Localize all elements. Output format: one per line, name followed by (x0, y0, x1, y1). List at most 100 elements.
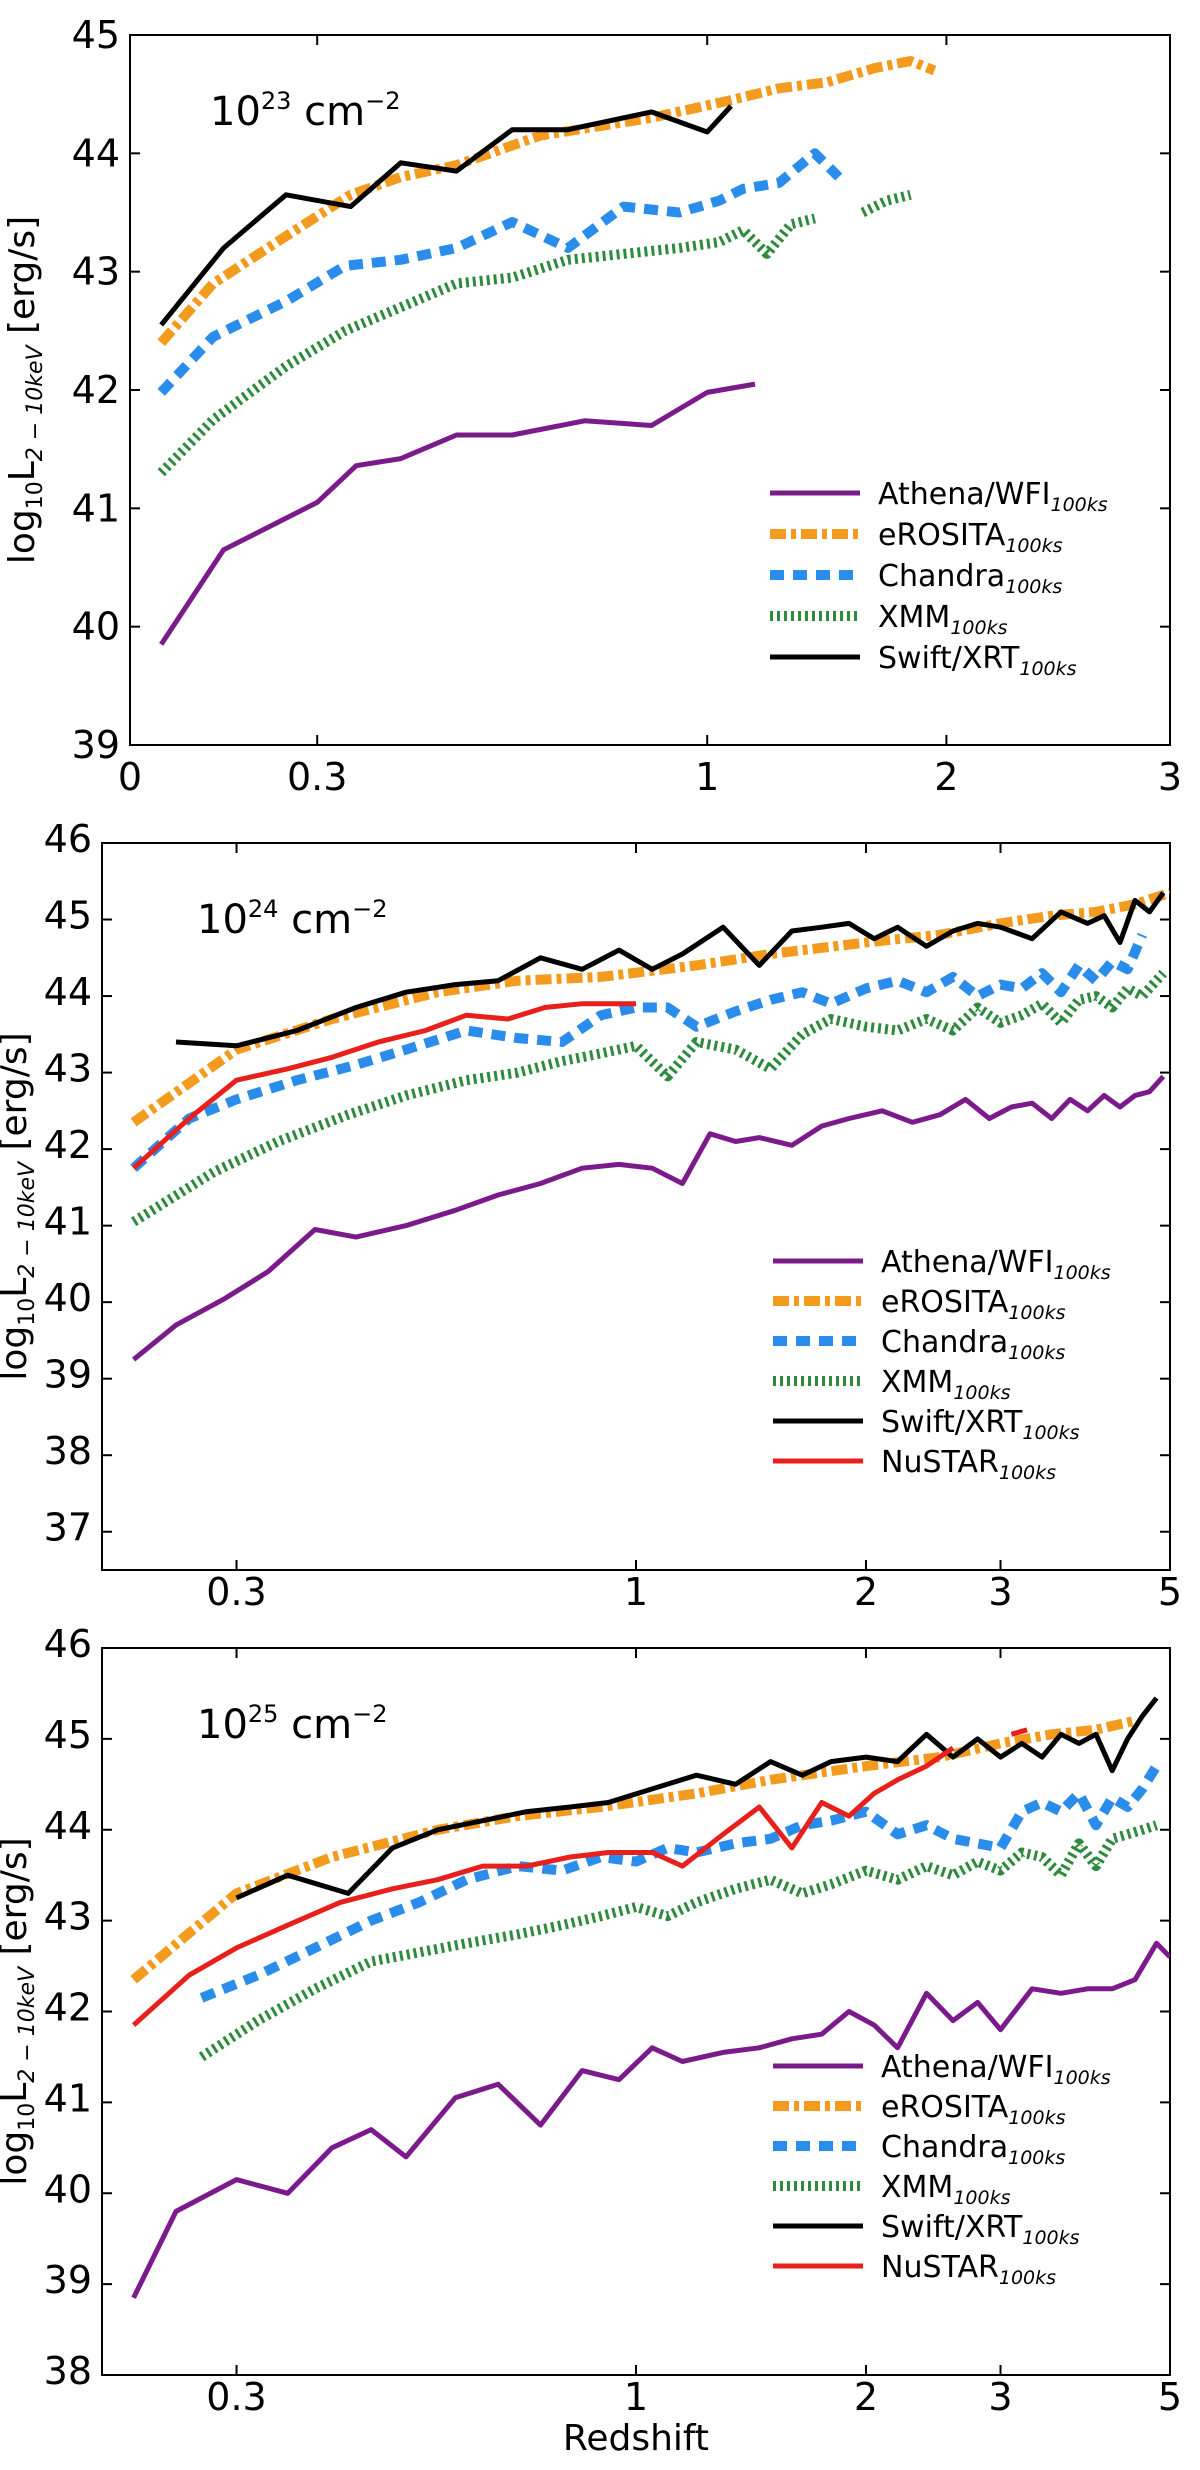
legend-entry: eROSITA100ks (881, 2090, 1066, 2129)
y-tick-label: 38 (44, 2349, 92, 2393)
series-line-xmm (198, 1820, 1159, 2062)
series-line-xmm (130, 969, 1167, 1227)
x-tick-label: 3 (988, 1570, 1012, 1614)
y-axis-label: log10L2 − 10keV [erg/s] (0, 1837, 40, 2185)
legend-sub: 100ks (999, 1462, 1056, 1484)
y-tick-label: 37 (44, 1506, 92, 1550)
legend-entry: Chandra100ks (881, 2130, 1065, 2169)
column-density-label: 1025 cm−2 (197, 1700, 388, 1748)
legend-sub: 100ks (1022, 2227, 1079, 2249)
series-line-athena-wfi (159, 381, 756, 646)
x-tick-label: 2 (854, 1570, 878, 1614)
series-line-erosita (157, 56, 937, 346)
legend-entry: eROSITA100ks (881, 1285, 1066, 1324)
y-tick-label: 46 (44, 1622, 92, 1666)
y-label-base: 10 (23, 481, 48, 509)
legend-entry: NuSTAR100ks (881, 1445, 1056, 1484)
y-label-sub: 2 − 10keV (15, 1965, 40, 2083)
col-unit: cm (278, 897, 352, 943)
y-tick-label: 46 (44, 817, 92, 861)
y-tick-label: 41 (72, 486, 120, 530)
plot-frame (129, 34, 1171, 746)
legend-name: Athena/WFI (881, 2050, 1054, 2085)
series-line-xmm (157, 213, 816, 477)
x-tick-label: 2 (854, 2375, 878, 2419)
series-line-swift-xrt (159, 104, 733, 327)
legend-sub: 100ks (1008, 1342, 1065, 1364)
y-label-base: 10 (15, 2103, 40, 2131)
y-tick-label: 39 (44, 1353, 92, 1397)
col-base: 10 (197, 1702, 248, 1748)
y-tick-label: 39 (44, 2258, 92, 2302)
col-exp: 23 (261, 87, 292, 115)
series-line-nustar (131, 1001, 636, 1171)
legend-name: XMM (881, 2170, 953, 2205)
col-unit-exp: −2 (352, 895, 387, 923)
y-label-L: L (2, 461, 43, 481)
plot-frame (101, 842, 1171, 1571)
y-tick-label: 39 (72, 723, 120, 767)
series-line-erosita (130, 887, 1170, 1127)
y-tick-label: 40 (72, 605, 120, 649)
legend-sub: 100ks (1054, 1262, 1111, 1284)
y-label-sub: 2 − 10keV (15, 1160, 40, 1278)
series-line-athena-wfi (132, 1074, 1166, 1362)
legend-sub: 100ks (950, 617, 1007, 639)
col-exp: 24 (248, 895, 279, 923)
y-tick-label: 44 (72, 131, 120, 175)
legend-sub: 100ks (1008, 2107, 1065, 2129)
legend-name: Chandra (878, 559, 1005, 594)
legend-entry: Athena/WFI100ks (881, 1245, 1111, 1284)
series-line-chandra (157, 148, 843, 396)
legend-sub: 100ks (1051, 494, 1108, 516)
y-tick-label: 43 (72, 250, 120, 294)
legend-entry: Athena/WFI100ks (878, 477, 1108, 516)
legend-name: Athena/WFI (878, 477, 1051, 512)
y-tick-label: 42 (44, 1986, 92, 2030)
legend-sub: 100ks (1008, 1302, 1065, 1324)
y-tick-label: 41 (44, 1200, 92, 1244)
col-base: 10 (210, 89, 261, 135)
y-label-L: L (0, 1278, 35, 1298)
legend-entry: XMM100ks (878, 600, 1008, 639)
y-tick-label: 42 (44, 1123, 92, 1167)
legend-name: eROSITA (881, 1285, 1009, 1320)
series-line-swift-xrt (175, 891, 1166, 1049)
legend-name: Swift/XRT (881, 1405, 1023, 1440)
y-tick-label: 40 (44, 1276, 92, 1320)
legend-entry: Chandra100ks (881, 1325, 1065, 1364)
x-tick-label: 1 (624, 2375, 648, 2419)
legend-sub: 100ks (1054, 2067, 1111, 2089)
y-tick-label: 40 (44, 2167, 92, 2211)
y-tick-label: 43 (44, 1047, 92, 1091)
col-base: 10 (197, 897, 248, 943)
y-tick-label: 45 (72, 13, 120, 57)
x-axis-label: Redshift (563, 2418, 709, 2459)
series-line-xmm-segment-2 (860, 189, 912, 217)
y-label-sub: 2 − 10keV (23, 344, 48, 462)
y-label-log: log (0, 2131, 35, 2186)
col-unit-exp: −2 (352, 1700, 387, 1728)
y-tick-label: 41 (44, 2076, 92, 2120)
legend-sub: 100ks (1022, 1422, 1079, 1444)
y-tick-label: 43 (44, 1895, 92, 1939)
x-tick-label: 5 (1158, 2375, 1182, 2419)
y-tick-label: 44 (44, 970, 92, 1014)
plot-frame (101, 1647, 1171, 2376)
col-unit: cm (291, 89, 365, 135)
x-tick-label: 3 (988, 2375, 1012, 2419)
x-tick-label: 5 (1158, 1570, 1182, 1614)
y-label-log: log (2, 509, 43, 564)
y-tick-label: 45 (44, 894, 92, 938)
y-axis-label: log10L2 − 10keV [erg/s] (0, 1032, 40, 1380)
legend-entry: Swift/XRT100ks (881, 1405, 1080, 1444)
y-tick-label: 45 (44, 1713, 92, 1757)
legend-sub: 100ks (1005, 576, 1062, 598)
column-density-label: 1024 cm−2 (197, 895, 388, 943)
legend-entry: XMM100ks (881, 2170, 1011, 2209)
col-unit-exp: −2 (365, 87, 400, 115)
legend-sub: 100ks (1019, 658, 1076, 680)
